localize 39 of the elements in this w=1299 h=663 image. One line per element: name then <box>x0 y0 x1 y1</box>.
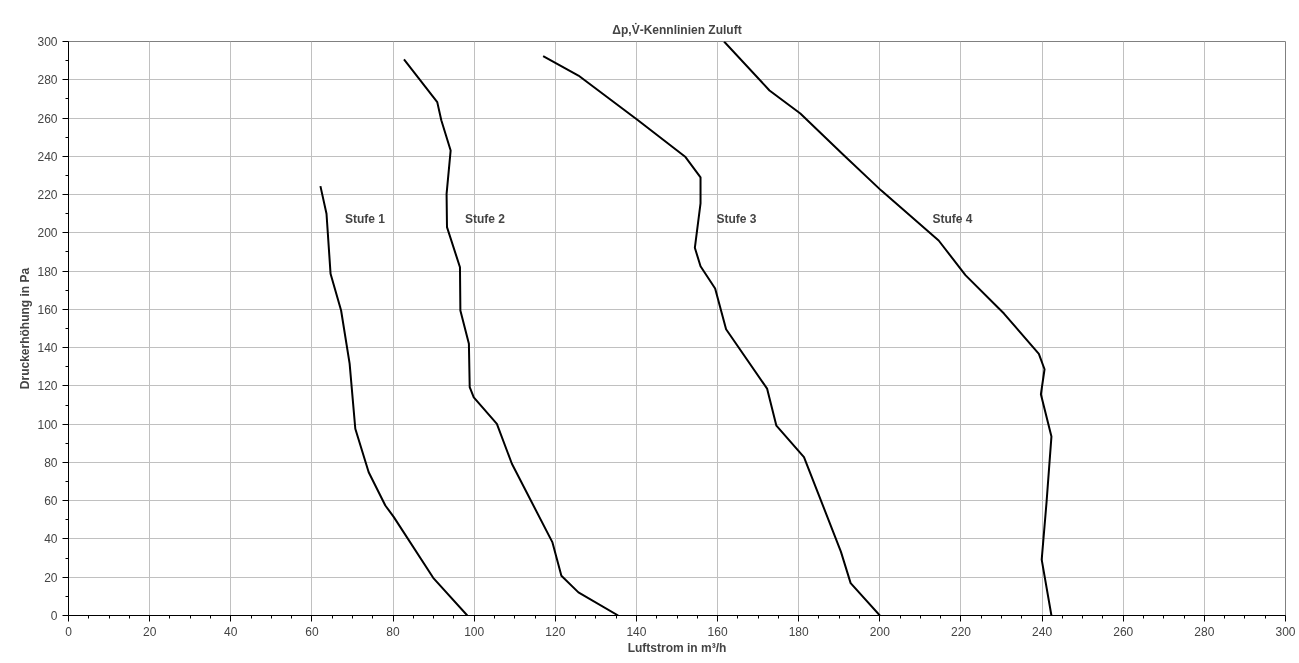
y-tick-label: 240 <box>37 149 58 164</box>
x-tick-label: 140 <box>626 624 647 639</box>
x-tick-label: 20 <box>142 624 157 639</box>
x-tick-label: 260 <box>1113 624 1134 639</box>
x-tick-label: 60 <box>305 624 319 639</box>
y-tick-label: 100 <box>37 417 58 432</box>
x-axis-title: Luftstrom in m³/h <box>627 640 727 655</box>
x-tick-label: 120 <box>545 624 566 639</box>
y-tick-label: 280 <box>37 73 58 88</box>
series-label: Stufe 1 <box>344 212 386 227</box>
y-tick-label: 160 <box>37 302 58 317</box>
y-tick-label: 20 <box>44 570 58 585</box>
x-tick-label: 40 <box>224 624 238 639</box>
y-tick-label: 80 <box>44 455 58 470</box>
x-tick-label: 80 <box>386 624 401 639</box>
x-tick-label: 160 <box>707 624 728 639</box>
y-tick-label: 0 <box>50 609 58 623</box>
x-tick-label: 240 <box>1032 624 1053 639</box>
series-label: Stufe 3 <box>716 212 757 227</box>
x-tick-label: 180 <box>788 624 810 639</box>
x-tick-label: 100 <box>464 624 485 639</box>
x-tick-label: 300 <box>1275 624 1296 639</box>
y-tick-label: 220 <box>37 188 58 203</box>
x-tick-label: 280 <box>1194 624 1215 639</box>
y-tick-label: 260 <box>37 111 58 126</box>
y-tick-label: 200 <box>37 226 58 241</box>
series-label: Stufe 4 <box>932 212 973 227</box>
series-label: Stufe 2 <box>464 212 506 227</box>
y-tick-label: 120 <box>37 379 58 394</box>
y-tick-label: 180 <box>37 264 58 279</box>
y-tick-label: 140 <box>37 341 58 356</box>
x-tick-label: 220 <box>950 624 972 639</box>
chart-title: Δp,V̇-Kennlinien Zuluft <box>612 21 742 37</box>
y-tick-label: 40 <box>44 532 58 547</box>
x-tick-label: 200 <box>869 624 891 639</box>
y-tick-label: 300 <box>37 35 58 49</box>
x-tick-label: 0 <box>65 624 73 639</box>
y-axis-title: Druckerhöhung in Pa <box>18 267 33 390</box>
y-tick-label: 60 <box>44 494 58 509</box>
